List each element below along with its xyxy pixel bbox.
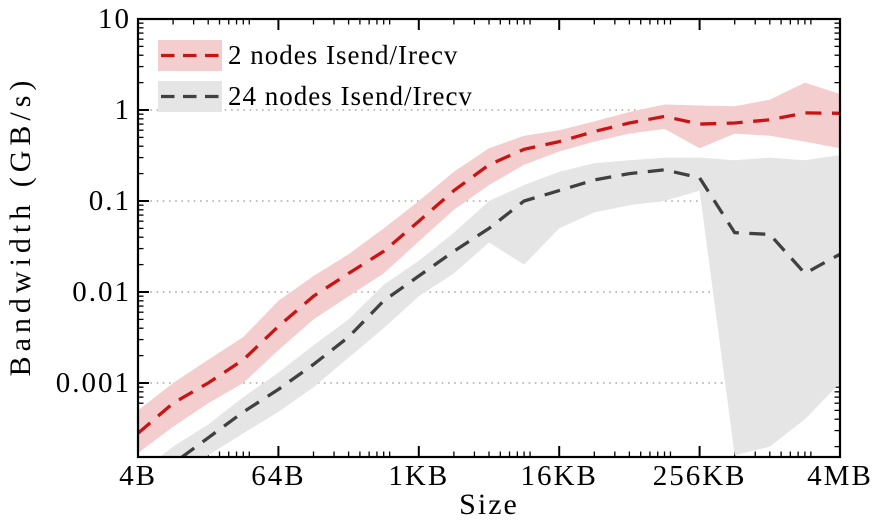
legend-label-24-nodes: 24 nodes Isend/Irecv — [228, 81, 473, 111]
x-tick-label: 16KB — [520, 460, 598, 492]
y-tick-label: 1 — [114, 94, 131, 126]
y-tick-label: 10 — [98, 3, 131, 35]
x-tick-label: 4B — [119, 460, 157, 492]
y-tick-label: 0.1 — [88, 185, 131, 217]
y-tick-label: 0.01 — [72, 276, 131, 308]
line-2-nodes — [138, 111, 840, 435]
band-24-nodes — [159, 155, 840, 457]
y-tick-label: 0.001 — [55, 367, 131, 399]
legend-label-2-nodes: 2 nodes Isend/Irecv — [228, 40, 459, 70]
x-tick-label: 256KB — [652, 460, 747, 492]
plot-border — [136, 17, 842, 459]
x-tick-label: 64B — [251, 460, 306, 492]
line-24-nodes — [179, 168, 840, 457]
x-axis-title: Size — [459, 488, 519, 521]
band-2-nodes — [138, 82, 840, 453]
x-tick-label: 4MB — [807, 460, 873, 492]
x-tick-label: 1KB — [388, 460, 450, 492]
